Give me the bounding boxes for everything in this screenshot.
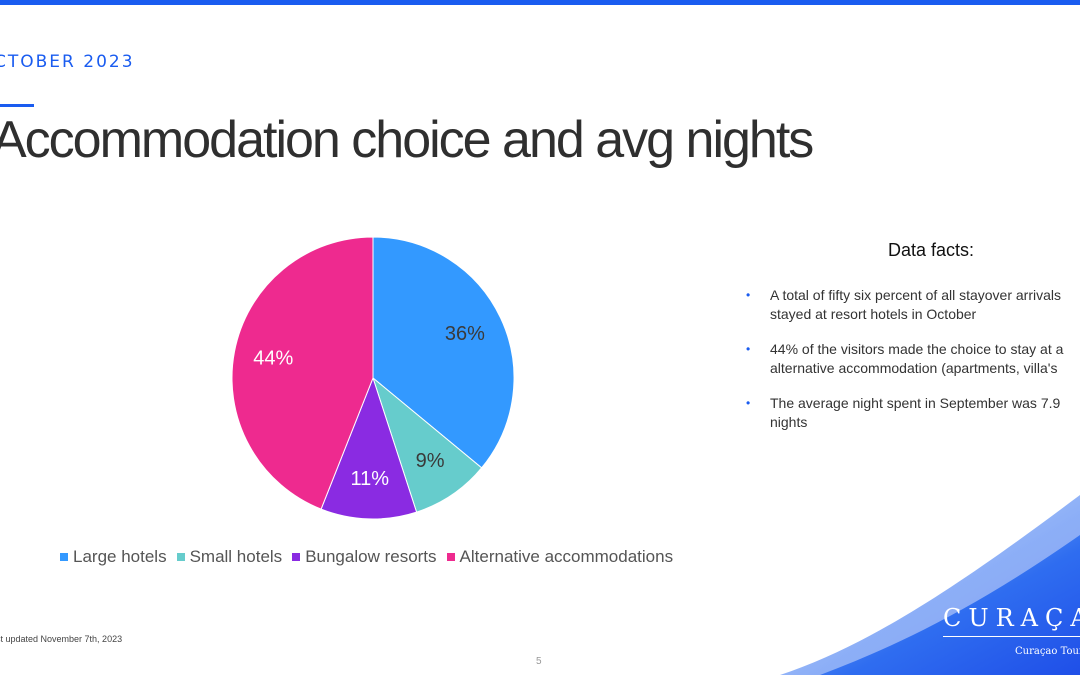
corner-wave-decoration	[780, 495, 1080, 675]
fact-text-line: stayed at resort hotels in October	[770, 306, 977, 322]
legend-label-bungalow-resorts: Bungalow resorts	[305, 547, 437, 566]
logo-rule	[943, 636, 1080, 637]
legend-label-large-hotels: Large hotels	[73, 547, 167, 566]
top-accent-bar	[0, 0, 1080, 5]
pie-slice-small-hotels	[371, 376, 483, 513]
page-number: 5	[536, 656, 542, 667]
facts-title: Data facts:	[888, 240, 975, 260]
curacao-logo: CURAÇA Curaçao Tour	[943, 604, 1080, 657]
bullet-icon: •	[746, 396, 751, 410]
pie-slice-large-hotels	[372, 236, 515, 469]
facts-list: • A total of fifty six percent of all st…	[746, 286, 1080, 448]
pie-label-bungalow-resorts: 11%	[351, 468, 390, 490]
fact-text-line: alternative accommodation (apartments, v…	[770, 360, 1058, 376]
pie-slice-bungalow-resorts	[320, 376, 418, 520]
logo-wordmark: CURAÇA	[943, 604, 1080, 632]
legend-swatch-alternative-accommodations	[446, 553, 455, 561]
pie-slice-alternative-accommodations	[231, 236, 374, 510]
legend-swatch-small-hotels	[176, 553, 185, 561]
legend-item-bungalow-resorts: Bungalow resorts	[292, 547, 437, 567]
fact-item: • 44% of the visitors made the choice to…	[746, 340, 1080, 378]
legend-item-small-hotels: Small hotels	[176, 547, 283, 567]
last-updated-footnote: st updated November 7th, 2023	[0, 634, 123, 644]
legend-item-large-hotels: Large hotels	[60, 547, 167, 567]
fact-item: • The average night spent in September w…	[746, 394, 1080, 432]
page-title: Accommodation choice and avg nights	[0, 111, 814, 169]
fact-text-line: A total of fifty six percent of all stay…	[770, 287, 1062, 303]
fact-text-line: 44% of the visitors made the choice to s…	[770, 341, 1064, 357]
legend-swatch-large-hotels	[60, 553, 68, 561]
pie-label-large-hotels: 36%	[445, 323, 485, 345]
fact-text-line: The average night spent in September was…	[770, 395, 1061, 411]
chart-legend: Large hotels Small hotels Bungalow resor…	[60, 547, 683, 567]
fact-text-line: nights	[770, 414, 808, 430]
legend-swatch-bungalow-resorts	[292, 553, 301, 561]
legend-label-small-hotels: Small hotels	[189, 547, 283, 566]
bullet-icon: •	[746, 342, 751, 356]
legend-item-alternative-accommodations: Alternative accommodations	[446, 547, 674, 567]
logo-subtext: Curaçao Tour	[1015, 646, 1080, 657]
bullet-icon: •	[746, 288, 751, 302]
report-date: CTOBER 2023	[0, 52, 135, 72]
pie-label-alternative-accommodations: 44%	[253, 347, 293, 369]
title-accent-line	[0, 104, 34, 107]
legend-label-alternative-accommodations: Alternative accommodations	[459, 547, 674, 566]
pie-label-small-hotels: 9%	[416, 450, 445, 472]
fact-item: • A total of fifty six percent of all st…	[746, 286, 1080, 324]
